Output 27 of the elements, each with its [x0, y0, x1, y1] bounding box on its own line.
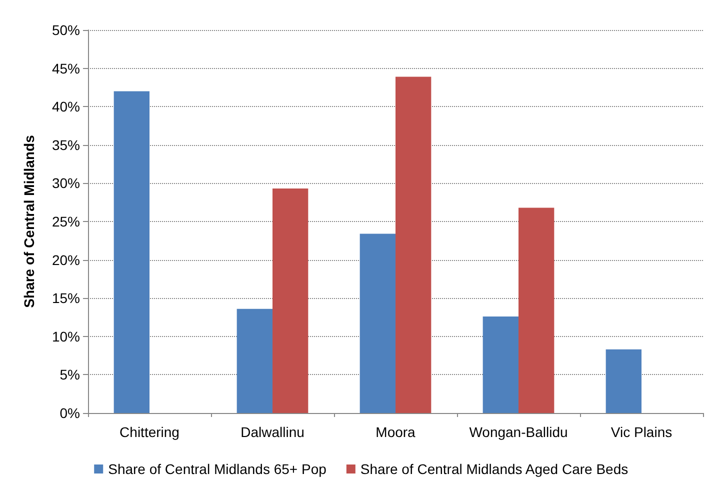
y-tick-label: 40%: [52, 98, 80, 115]
y-tick-label: 10%: [52, 328, 80, 344]
x-tick-label: Vic Plains: [610, 424, 672, 440]
y-tick-label: 35%: [52, 136, 80, 153]
x-tick-label: Moora: [376, 424, 416, 440]
bar: [606, 349, 642, 413]
bar: [114, 91, 150, 413]
y-tick-label: 20%: [52, 252, 80, 268]
x-tick-label: Wongan-Ballidu: [469, 424, 568, 440]
legend-label: Share of Central Midlands Aged Care Beds: [360, 461, 628, 477]
y-tick-label: 45%: [52, 60, 80, 76]
bar: [360, 234, 396, 413]
y-tick-label: 30%: [52, 175, 80, 192]
bar: [518, 208, 554, 413]
bar: [236, 308, 272, 413]
x-tick-label: Dalwallinu: [240, 424, 304, 440]
y-tick-label: 15%: [52, 290, 80, 306]
y-tick-label: 50%: [52, 22, 80, 38]
x-tick-label: Chittering: [120, 424, 180, 440]
bar: [272, 188, 308, 413]
y-axis-title: Share of Central Midlands: [21, 134, 37, 308]
legend-label: Share of Central Midlands 65+ Pop: [108, 461, 327, 477]
y-tick-label: 0%: [60, 405, 80, 421]
y-tick-label: 5%: [60, 366, 80, 383]
y-tick-label: 25%: [52, 214, 80, 230]
bar: [482, 316, 518, 413]
bar: [396, 76, 432, 413]
